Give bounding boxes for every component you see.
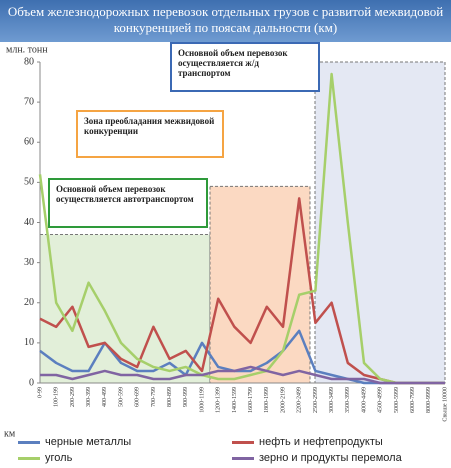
x-tick-label: 700-799 <box>151 387 157 407</box>
zone <box>209 185 311 384</box>
legend-item: уголь <box>18 452 72 464</box>
y-tick-label: 0 <box>29 377 34 388</box>
y-axis-label: млн. тонн <box>6 44 48 55</box>
legend-item: черные металлы <box>18 436 131 448</box>
x-tick-label: 5000-5999 <box>394 387 400 413</box>
callout: Основной объем перевозок осуществляется … <box>48 178 208 228</box>
y-tick-label: 40 <box>24 217 34 228</box>
x-tick-label: 300-399 <box>86 387 92 407</box>
y-tick-label: 50 <box>24 177 34 188</box>
legend-swatch <box>232 456 254 460</box>
x-tick-label: 400-499 <box>102 387 108 407</box>
x-tick-label: 1400-1599 <box>232 387 238 413</box>
x-tick-label: 0-99 <box>37 387 43 398</box>
callout: Основной объем перевозок осуществляется … <box>170 42 320 92</box>
y-tick-label: 70 <box>24 96 34 107</box>
x-tick-label: 600-699 <box>135 387 141 407</box>
legend-label: уголь <box>45 452 73 464</box>
x-tick-label: 6000-7999 <box>410 387 416 413</box>
legend-swatch <box>232 440 254 444</box>
x-tick-label: 4500-4999 <box>378 387 384 413</box>
x-tick-label: 2500-2999 <box>313 387 319 413</box>
legend-swatch <box>18 456 40 460</box>
x-tick-label: 1800-1999 <box>264 387 270 413</box>
x-tick-label: Свыше 10000 <box>442 387 448 422</box>
x-tick-label: 1200-1399 <box>216 387 222 413</box>
x-tick-label: 4000-4499 <box>361 387 367 413</box>
x-tick-label: 1000-1199 <box>199 387 205 413</box>
legend-label: зерно и продукты перемола <box>259 452 402 464</box>
y-tick-label: 30 <box>24 257 34 268</box>
x-tick-label: 200-299 <box>70 387 76 407</box>
legend-item: зерно и продукты перемола <box>232 452 402 464</box>
legend-swatch <box>18 440 40 444</box>
x-tick-label: 3500-3999 <box>345 387 351 413</box>
callout: Зона преобладания межвидовой конкуренции <box>76 110 224 158</box>
y-tick-label: 80 <box>24 56 34 67</box>
series-line <box>38 72 445 385</box>
x-tick-label: 900-999 <box>183 387 189 407</box>
x-tick-label: 3000-3499 <box>329 387 335 413</box>
x-tick-label: 1600-1799 <box>248 387 254 413</box>
legend-label: черные металлы <box>45 436 132 448</box>
y-tick-label: 60 <box>24 137 34 148</box>
x-tick-label: 100-199 <box>54 387 60 407</box>
chart-title: Объем железнодорожных перевозок отдельны… <box>0 0 451 42</box>
series-line <box>40 365 445 385</box>
x-axis-label: км <box>4 428 16 439</box>
y-tick-label: 10 <box>24 337 34 348</box>
x-tick-label: 500-599 <box>118 387 124 407</box>
x-tick-label: 2000-2199 <box>280 387 286 413</box>
x-tick-label: 800-899 <box>167 387 173 407</box>
legend-label: нефть и нефтепродукты <box>259 436 383 448</box>
y-tick-label: 20 <box>24 297 34 308</box>
x-tick-label: 2200-2499 <box>297 387 303 413</box>
series-line <box>39 197 445 385</box>
x-tick-label: 8000-9999 <box>426 387 432 413</box>
legend-item: нефть и нефтепродукты <box>232 436 383 448</box>
